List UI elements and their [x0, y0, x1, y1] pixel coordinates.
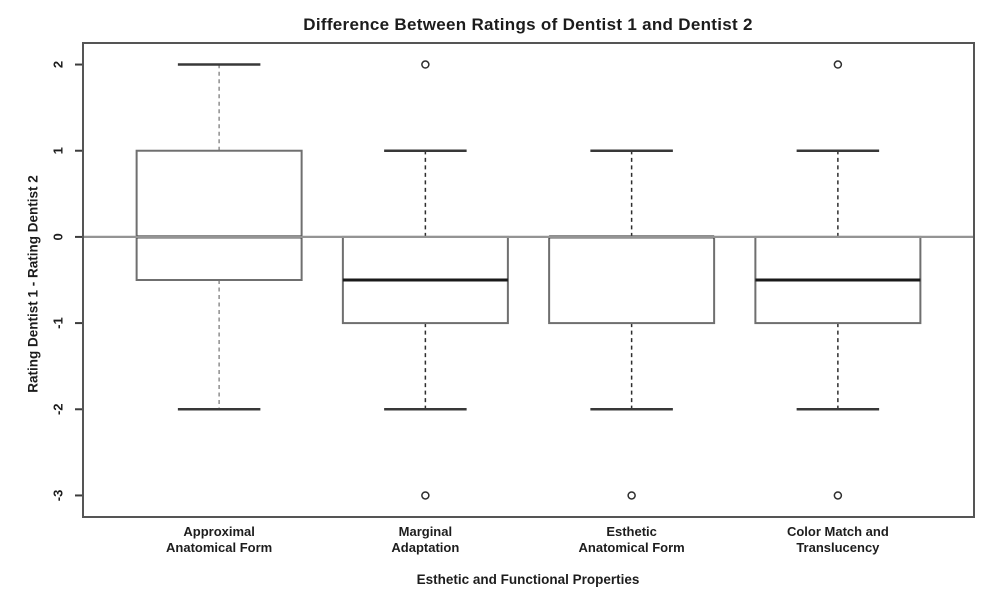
chart-title: Difference Between Ratings of Dentist 1 … — [303, 15, 753, 34]
x-axis-title: Esthetic and Functional Properties — [416, 572, 640, 587]
y-tick-label: 1 — [51, 147, 66, 154]
y-tick-label: 2 — [51, 61, 66, 68]
outlier-point — [833, 491, 843, 500]
x-category-label: Approximal — [183, 524, 255, 539]
x-category-label: Adaptation — [391, 540, 459, 555]
y-tick-label: 0 — [51, 233, 66, 240]
y-tick-label: -3 — [51, 490, 66, 502]
outlier-point — [421, 491, 430, 500]
x-category-label: Marginal — [399, 524, 452, 539]
x-category-label: Esthetic — [606, 524, 657, 539]
x-category-label: Anatomical Form — [579, 540, 685, 555]
outlier-point — [627, 491, 636, 500]
y-tick-label: -2 — [51, 403, 66, 415]
outlier-point — [833, 60, 843, 69]
x-category-label: Color Match and — [787, 524, 889, 539]
x-category-label: Translucency — [796, 540, 880, 555]
y-tick-label: -1 — [51, 317, 66, 329]
outlier-point — [421, 60, 430, 69]
box-iqr — [135, 149, 303, 281]
box-iqr — [548, 235, 716, 325]
x-category-label: Anatomical Form — [166, 540, 272, 555]
plot-border — [82, 42, 975, 518]
